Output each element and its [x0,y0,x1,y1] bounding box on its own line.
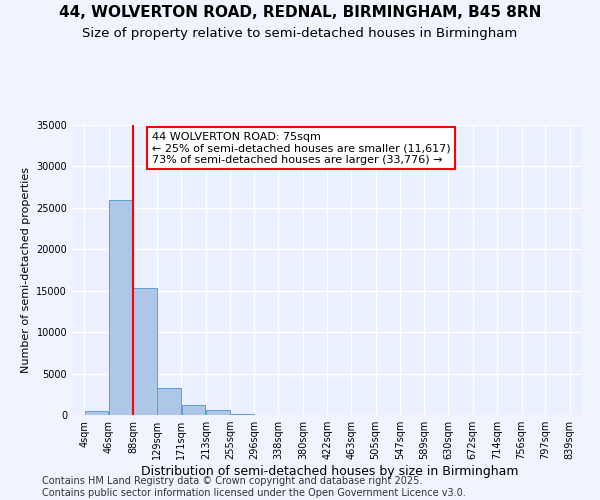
Text: Distribution of semi-detached houses by size in Birmingham: Distribution of semi-detached houses by … [141,464,519,477]
Text: Contains HM Land Registry data © Crown copyright and database right 2025.
Contai: Contains HM Land Registry data © Crown c… [42,476,466,498]
Bar [109,200,133,415]
Bar [182,405,205,415]
Y-axis label: Number of semi-detached properties: Number of semi-detached properties [21,167,31,373]
Bar [133,288,157,415]
Bar [206,410,230,415]
Bar [230,414,254,415]
Bar [85,411,109,415]
Text: 44, WOLVERTON ROAD, REDNAL, BIRMINGHAM, B45 8RN: 44, WOLVERTON ROAD, REDNAL, BIRMINGHAM, … [59,5,541,20]
Bar [157,388,181,415]
Text: 44 WOLVERTON ROAD: 75sqm
← 25% of semi-detached houses are smaller (11,617)
73% : 44 WOLVERTON ROAD: 75sqm ← 25% of semi-d… [152,132,450,165]
Text: Size of property relative to semi-detached houses in Birmingham: Size of property relative to semi-detach… [82,28,518,40]
